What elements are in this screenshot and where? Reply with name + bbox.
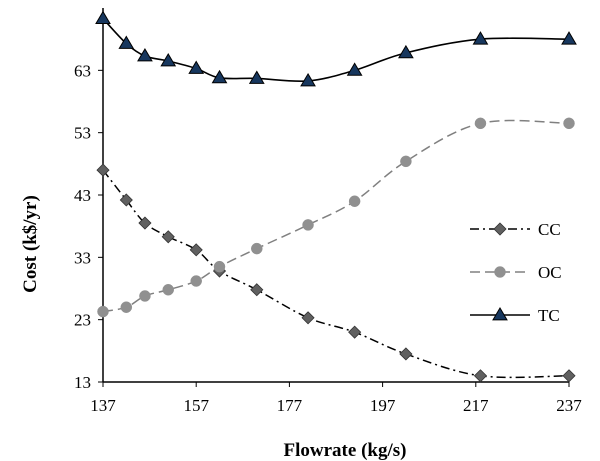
- data-point-tc: [188, 60, 205, 74]
- data-point-tc: [346, 62, 363, 76]
- x-tick-label: 237: [556, 396, 582, 415]
- data-point-oc: [139, 290, 151, 302]
- data-point-tc: [211, 69, 228, 84]
- legend-label-tc: TC: [538, 306, 560, 325]
- x-tick-label: 137: [90, 396, 116, 415]
- y-tick-label: 53: [74, 124, 91, 143]
- data-point-oc: [400, 155, 412, 168]
- data-point-tc: [398, 44, 414, 59]
- series-line-oc: [102, 119, 570, 313]
- data-point-oc: [348, 195, 361, 207]
- data-point-cc: [161, 230, 175, 244]
- y-tick-label: 43: [74, 186, 91, 205]
- data-point-oc: [97, 305, 109, 318]
- data-point-tc: [118, 35, 135, 49]
- y-tick-label: 23: [74, 311, 91, 330]
- data-point-tc: [248, 70, 265, 84]
- series-tc: [95, 10, 577, 87]
- data-point-cc: [562, 369, 576, 383]
- y-tick-label: 33: [74, 248, 91, 267]
- series-line-cc: [102, 169, 570, 379]
- data-point-tc: [561, 31, 577, 45]
- axes: [98, 8, 570, 387]
- data-point-oc: [120, 301, 133, 313]
- data-point-oc: [474, 117, 487, 130]
- data-point-tc: [160, 52, 177, 67]
- data-point-oc: [213, 260, 226, 273]
- legend: CC OC TC: [470, 220, 562, 325]
- x-axis-title: Flowrate (kg/s): [284, 440, 407, 461]
- legend-label-cc: CC: [538, 220, 561, 239]
- legend-marker-cc: [493, 222, 507, 236]
- data-point-oc: [563, 117, 575, 130]
- data-point-tc: [95, 10, 111, 24]
- series-oc: [97, 117, 575, 318]
- legend-label-oc: OC: [538, 263, 562, 282]
- data-point-oc: [302, 219, 314, 231]
- data-point-cc: [119, 193, 133, 207]
- data-point-cc: [189, 243, 203, 257]
- tick-labels: 137 157 177 197 217 237 13 23 33 43 53 63: [74, 61, 582, 415]
- data-point-oc: [162, 283, 174, 296]
- x-tick-label: 177: [277, 396, 303, 415]
- data-point-cc: [250, 283, 264, 297]
- legend-item-cc: CC: [470, 220, 561, 239]
- x-tick-label: 157: [183, 396, 209, 415]
- y-axis-title: Cost (k$/yr): [20, 195, 41, 293]
- data-point-cc: [138, 216, 152, 230]
- data-point-cc: [348, 325, 362, 339]
- legend-item-oc: OC: [470, 263, 562, 282]
- data-point-cc: [96, 163, 110, 177]
- legend-marker-oc: [494, 266, 506, 278]
- series-line-tc: [102, 18, 570, 83]
- legend-marker-tc: [492, 307, 508, 321]
- data-point-tc: [300, 72, 316, 87]
- data-point-tc: [137, 48, 153, 62]
- data-point-cc: [473, 369, 488, 383]
- data-point-cc: [399, 347, 413, 361]
- data-point-oc: [190, 275, 202, 287]
- y-tick-label: 63: [74, 61, 91, 80]
- plot-area: [95, 10, 577, 383]
- y-tick-label: 13: [74, 373, 91, 392]
- data-point-cc: [301, 311, 315, 325]
- legend-item-tc: TC: [470, 306, 560, 325]
- data-point-tc: [472, 31, 489, 45]
- data-point-oc: [251, 242, 263, 255]
- x-tick-label: 197: [370, 396, 396, 415]
- x-tick-label: 217: [463, 396, 489, 415]
